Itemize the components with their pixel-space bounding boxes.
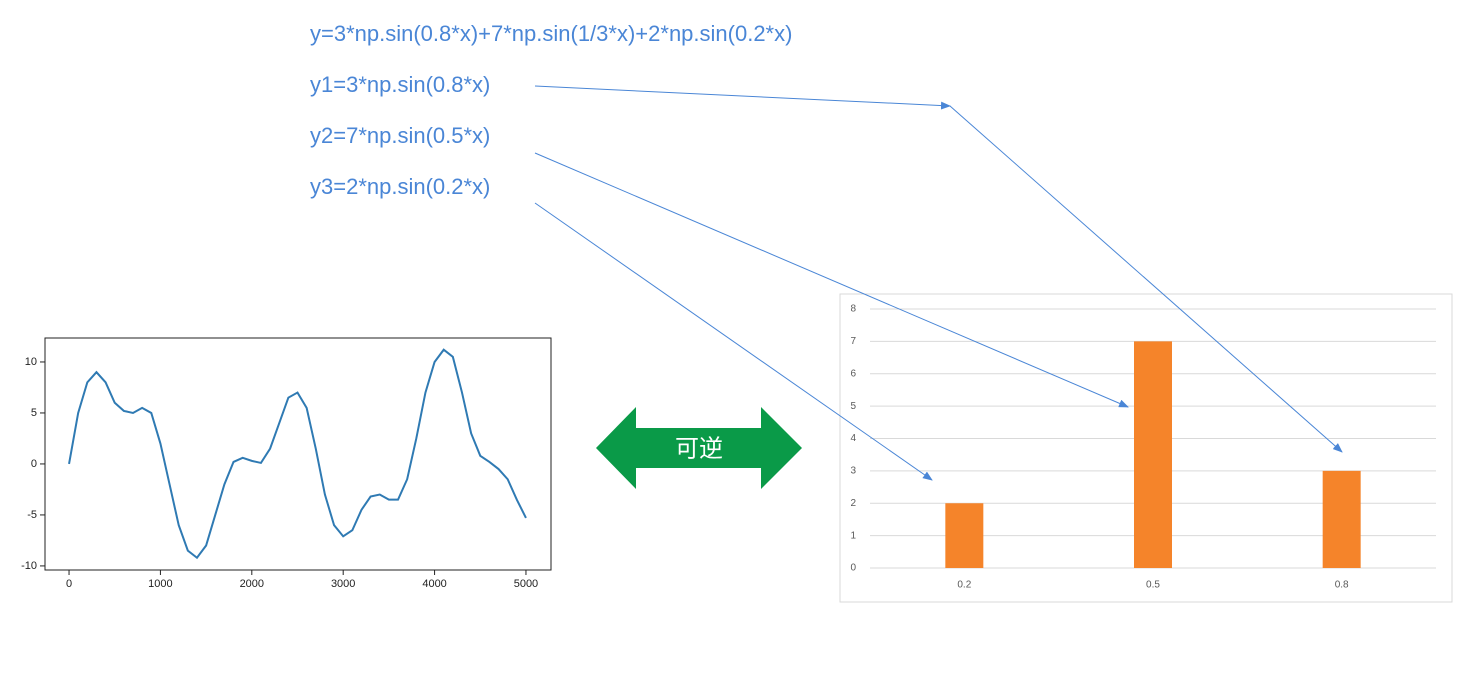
x-tick-label: 4000 xyxy=(422,578,446,590)
y-tick-label: 10 xyxy=(25,356,37,368)
bar xyxy=(1134,341,1172,568)
x-tick-label: 0.8 xyxy=(1335,580,1349,591)
y-tick-label: 1 xyxy=(850,530,856,541)
x-tick-label: 3000 xyxy=(331,578,355,590)
x-tick-label: 2000 xyxy=(240,578,264,590)
y-tick-label: 7 xyxy=(850,336,856,347)
y-tick-label: 4 xyxy=(850,433,856,444)
x-tick-label: 5000 xyxy=(514,578,538,590)
line-chart-frame xyxy=(44,337,552,571)
formula: y2=7*np.sin(0.5*x) xyxy=(310,123,490,148)
x-tick-label: 0.2 xyxy=(957,580,971,591)
y-tick-label: 5 xyxy=(31,407,37,419)
x-tick-label: 1000 xyxy=(148,578,172,590)
formula: y3=2*np.sin(0.2*x) xyxy=(310,174,490,199)
charts: 0 1000 2000 3000 4000 5000 -10 -5 0 5 10 0 1 2 3 4 5 6 7 8 0… xyxy=(21,304,1436,591)
arrow xyxy=(534,152,1129,408)
double-arrow xyxy=(596,407,802,489)
signal-line xyxy=(68,348,527,560)
y-tick-label: 6 xyxy=(850,368,856,379)
y-tick-label: -10 xyxy=(21,560,37,572)
x-tick-label: 0.5 xyxy=(1146,580,1160,591)
y-tick-label: -5 xyxy=(27,509,37,521)
y-tick-label: 2 xyxy=(850,498,856,509)
bar xyxy=(945,503,984,568)
y-tick-label: 8 xyxy=(850,304,856,315)
formula: y=3*np.sin(0.8*x)+7*np.sin(1/3*x)+2*np.s… xyxy=(310,21,792,46)
x-tick-label: 0 xyxy=(66,578,72,590)
arrow-label: 可逆 xyxy=(675,435,723,462)
y-tick-label: 3 xyxy=(850,466,856,477)
y-tick-label: 0 xyxy=(850,563,856,574)
formula: y1=3*np.sin(0.8*x) xyxy=(310,72,490,97)
arrow xyxy=(949,105,1343,453)
arrow xyxy=(534,202,933,481)
bar xyxy=(1322,470,1361,568)
y-tick-label: 0 xyxy=(31,458,37,470)
y-tick-label: 5 xyxy=(850,401,856,412)
arrow xyxy=(534,85,951,110)
